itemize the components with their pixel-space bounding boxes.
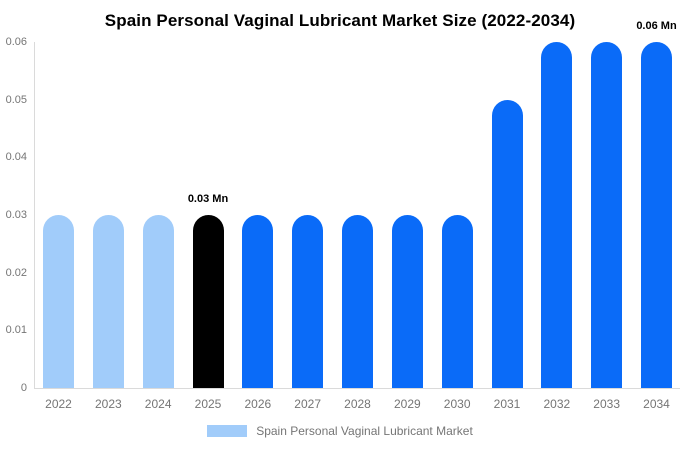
x-axis-label-2033: 2033 <box>593 397 620 411</box>
bar-2028[interactable] <box>342 215 373 388</box>
x-axis-label-2022: 2022 <box>45 397 72 411</box>
y-axis-line <box>34 42 35 388</box>
x-axis-label-2028: 2028 <box>344 397 371 411</box>
y-axis-tick-label: 0.04 <box>5 151 27 164</box>
x-axis-label-2034: 2034 <box>643 397 670 411</box>
y-axis-tick-label: 0.06 <box>5 36 27 48</box>
legend: Spain Personal Vaginal Lubricant Market <box>0 424 680 438</box>
x-axis-label-2031: 2031 <box>493 397 521 411</box>
x-axis-label-2023: 2023 <box>94 397 122 411</box>
y-axis-tick-label: 0 <box>20 382 27 394</box>
x-axis-label-2032: 2032 <box>543 397 571 411</box>
y-axis-tick-label: 0.03 <box>5 209 27 221</box>
chart-title: Spain Personal Vaginal Lubricant Market … <box>104 11 576 30</box>
x-axis-label-2026: 2026 <box>244 397 272 411</box>
bar-2034[interactable] <box>641 42 672 388</box>
x-axis-line <box>34 388 680 389</box>
legend-swatch <box>207 425 248 437</box>
legend-label: Spain Personal Vaginal Lubricant Market <box>256 424 473 438</box>
bar-2033[interactable] <box>591 42 623 388</box>
bar-2027[interactable] <box>292 215 324 388</box>
bar-2025[interactable] <box>192 215 224 388</box>
x-axis-label-2025: 2025 <box>194 397 222 411</box>
bar-2031[interactable] <box>491 99 523 388</box>
bar-2026[interactable] <box>242 215 274 388</box>
x-axis-label-2030: 2030 <box>443 397 471 411</box>
y-axis-tick-label: 0.02 <box>5 266 27 279</box>
bar-2029[interactable] <box>391 215 423 388</box>
bar-value-label: 0.06 Mn <box>636 20 677 32</box>
bar-2032[interactable] <box>541 42 573 388</box>
bar-2022[interactable] <box>43 215 74 388</box>
bar-value-label: 0.03 Mn <box>187 193 229 205</box>
bar-2024[interactable] <box>142 215 174 388</box>
y-axis-tick-label: 0.05 <box>5 93 27 106</box>
x-axis-label-2024: 2024 <box>144 397 172 411</box>
x-axis-label-2027: 2027 <box>294 397 321 411</box>
bar-2030[interactable] <box>441 215 473 388</box>
y-axis-tick-label: 0.01 <box>5 324 27 337</box>
bar-2023[interactable] <box>92 215 124 388</box>
x-axis-label-2029: 2029 <box>393 397 421 411</box>
